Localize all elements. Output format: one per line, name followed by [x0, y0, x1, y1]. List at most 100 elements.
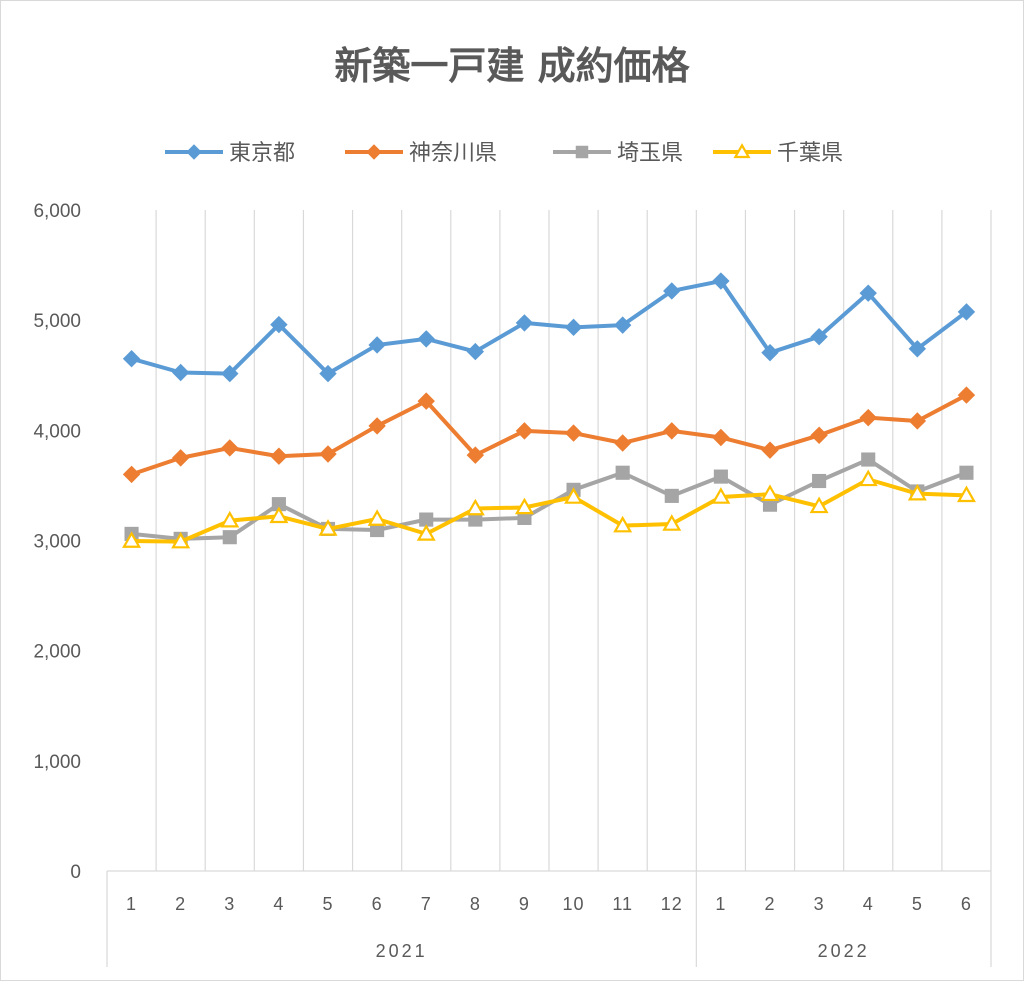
- y-tick-label: 5,000: [33, 311, 81, 332]
- data-point: [615, 465, 630, 480]
- legend-item: 東京都: [165, 141, 295, 166]
- data-point: [221, 439, 239, 457]
- series: [122, 386, 976, 484]
- data-point: [858, 469, 878, 487]
- x-tick-label: 1: [715, 894, 726, 914]
- data-point: [613, 316, 632, 334]
- y-tick-label: 4,000: [33, 421, 81, 442]
- data-point: [319, 364, 337, 383]
- y-axis: 0 1,000 2,000 3,000 4,000 5,000 6,000: [33, 201, 81, 883]
- series-line: [131, 477, 967, 544]
- x-tick-label: 7: [421, 894, 432, 914]
- data-point: [564, 487, 584, 504]
- data-point: [861, 452, 876, 467]
- data-point: [122, 350, 141, 368]
- data-point: [712, 272, 730, 290]
- data-point: [959, 465, 974, 480]
- data-point: [466, 342, 485, 361]
- data-point: [957, 303, 976, 321]
- legend-marker: [366, 144, 382, 160]
- data-point: [171, 449, 190, 467]
- legend-label: 神奈川県: [409, 141, 497, 166]
- data-point: [318, 519, 338, 536]
- x-tick-label: 6: [961, 894, 972, 914]
- x-tick-label: 6: [372, 894, 383, 914]
- data-point: [956, 485, 976, 503]
- data-point: [760, 484, 780, 502]
- data-point: [907, 483, 927, 501]
- data-point: [319, 445, 337, 463]
- data-point: [515, 314, 534, 332]
- x-tick-label: 2: [175, 894, 186, 914]
- x-tick-label: 3: [224, 894, 235, 914]
- legend-item: 千葉県: [713, 141, 843, 166]
- data-point: [859, 408, 877, 427]
- data-point: [613, 434, 632, 452]
- data-point: [416, 524, 436, 541]
- data-point: [466, 446, 485, 464]
- data-point: [269, 506, 289, 524]
- x-tick-label: 9: [519, 894, 530, 914]
- x-tick-label: 12: [661, 894, 683, 914]
- legend-label: 千葉県: [777, 141, 843, 166]
- data-point: [171, 363, 190, 382]
- series: [122, 272, 976, 383]
- data-point: [368, 336, 386, 354]
- x-tick-label: 3: [814, 894, 825, 914]
- chart-title: 新築一戸建 成約価格: [334, 44, 690, 88]
- data-point: [613, 515, 633, 533]
- data-point: [564, 318, 583, 337]
- data-point: [711, 487, 731, 504]
- data-point: [810, 327, 828, 346]
- data-point: [564, 424, 583, 442]
- x-group-label: 2021: [376, 941, 428, 961]
- y-tick-label: 3,000: [33, 532, 81, 553]
- series-line: [130, 393, 968, 477]
- data-point: [220, 510, 240, 528]
- data-point: [417, 330, 435, 348]
- legend-item: 神奈川県: [345, 141, 497, 166]
- y-tick-label: 6,000: [33, 201, 81, 222]
- data-point: [812, 473, 827, 489]
- x-tick-label: 4: [863, 894, 874, 914]
- y-tick-label: 2,000: [33, 642, 81, 663]
- x-tick-label: 1: [126, 894, 137, 914]
- legend-label: 埼玉県: [617, 141, 683, 166]
- series: [122, 469, 976, 549]
- data-point: [859, 284, 877, 302]
- y-tick-label: 1,000: [33, 752, 81, 773]
- data-point: [761, 343, 779, 362]
- legend: 東京都 神奈川県 埼玉県 千葉県: [165, 141, 843, 166]
- legend-item: 埼玉県: [553, 141, 683, 166]
- data-point: [122, 465, 141, 484]
- data-point: [957, 386, 976, 404]
- x-tick-label: 4: [273, 894, 284, 914]
- data-point: [908, 412, 927, 430]
- data-point: [270, 315, 288, 334]
- data-point: [712, 428, 730, 447]
- data-point: [713, 469, 728, 484]
- data-point: [809, 496, 829, 514]
- data-point: [810, 426, 828, 444]
- data-point: [417, 392, 435, 410]
- x-tick-label: 5: [322, 894, 333, 914]
- x-tick-label: 8: [470, 894, 481, 914]
- y-tick-label: 0: [70, 862, 81, 883]
- data-point: [122, 531, 142, 548]
- data-point: [664, 488, 679, 503]
- data-point: [514, 497, 534, 515]
- data-point: [662, 514, 682, 531]
- legend-marker: [186, 144, 202, 160]
- data-point: [465, 498, 485, 516]
- data-point: [222, 530, 237, 545]
- x-tick-label: 2: [764, 894, 775, 914]
- data-point: [270, 447, 288, 465]
- data-point: [908, 340, 927, 358]
- data-point: [515, 422, 534, 440]
- data-point: [171, 531, 191, 549]
- x-tick-label: 11: [612, 894, 633, 914]
- series-line: [131, 279, 968, 376]
- x-tick-label: 10: [563, 894, 585, 914]
